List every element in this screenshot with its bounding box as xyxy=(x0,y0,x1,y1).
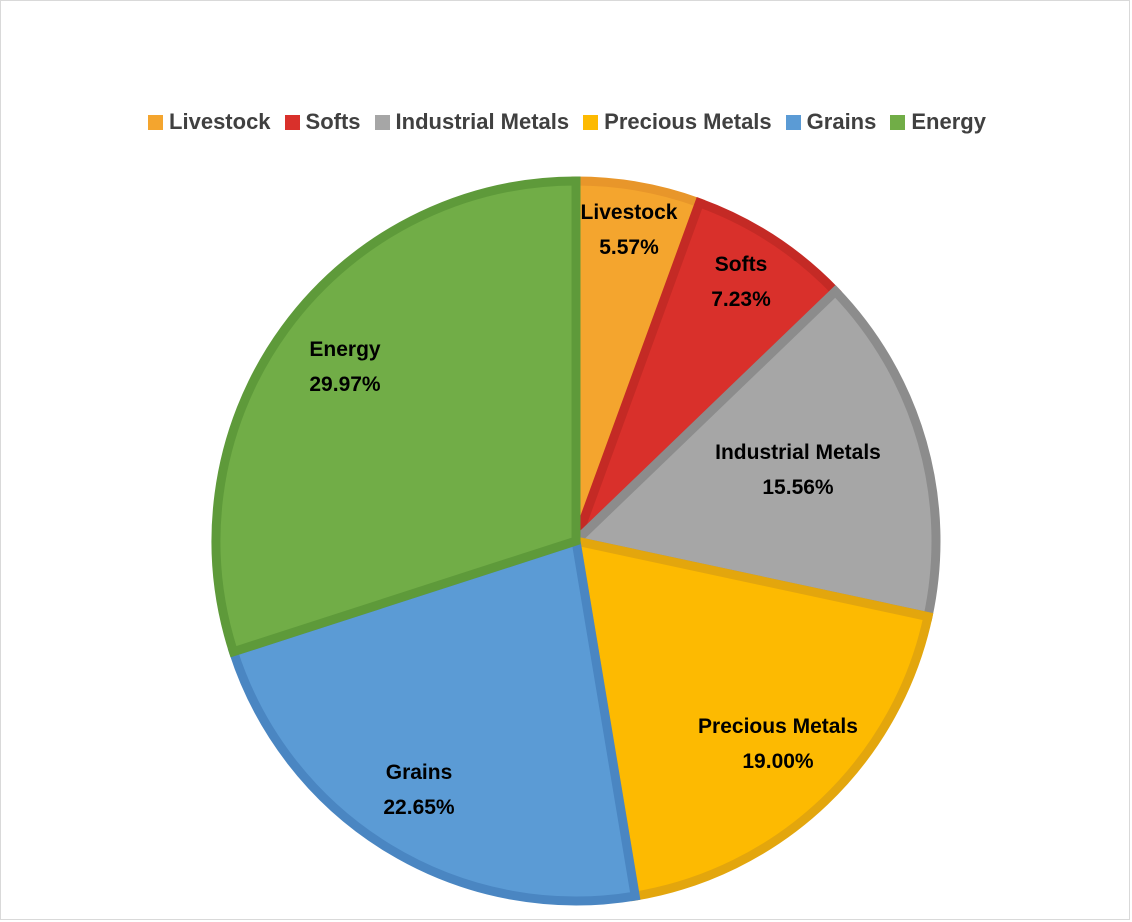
legend-label-industrial-metals: Industrial Metals xyxy=(395,109,570,134)
legend-item-industrial-metals: Industrial Metals xyxy=(374,109,570,135)
legend-item-grains: Grains xyxy=(785,109,877,135)
slice-label-grains: Grains 22.65% xyxy=(383,761,455,819)
slice-label-softs: Softs 7.23% xyxy=(711,253,771,311)
slice-label-name-livestock: Livestock xyxy=(581,201,678,224)
legend-item-softs: Softs xyxy=(284,109,361,135)
slice-label-precious-metals: Precious Metals 19.00% xyxy=(698,715,858,773)
legend-item-livestock: Livestock xyxy=(148,109,271,135)
slice-label-name-precious-metals: Precious Metals xyxy=(698,715,858,738)
slice-label-industrial-metals: Industrial Metals 15.56% xyxy=(715,441,881,499)
pie-slice-industrial-metals xyxy=(566,284,941,622)
pie-slice-softs xyxy=(571,197,842,545)
slice-label-name-industrial-metals: Industrial Metals xyxy=(715,441,881,464)
slice-label-value-energy: 29.97% xyxy=(309,373,381,396)
pie-slice-energy xyxy=(211,176,581,658)
slice-label-name-grains: Grains xyxy=(386,761,453,784)
legend-swatch-softs xyxy=(284,114,300,130)
legend-swatch-industrial-metals xyxy=(374,114,390,130)
legend-swatch-energy xyxy=(890,114,906,130)
legend-item-energy: Energy xyxy=(890,109,986,135)
pie-slice-precious-metals xyxy=(570,535,934,902)
pie-slice-grains xyxy=(227,535,641,906)
legend-swatch-grains xyxy=(785,114,801,130)
legend: Livestock Softs Industrial Metals Precio… xyxy=(1,104,1132,140)
legend-swatch-precious-metals xyxy=(583,114,599,130)
slice-label-value-precious-metals: 19.00% xyxy=(742,750,814,773)
slice-label-value-livestock: 5.57% xyxy=(599,236,659,259)
legend-label-precious-metals: Precious Metals xyxy=(604,109,772,134)
legend-label-grains: Grains xyxy=(806,109,877,134)
legend-item-precious-metals: Precious Metals xyxy=(583,109,772,135)
legend-label-softs: Softs xyxy=(305,109,361,134)
legend-label-livestock: Livestock xyxy=(169,109,271,134)
slice-label-value-softs: 7.23% xyxy=(711,288,771,311)
slice-label-livestock: Livestock 5.57% xyxy=(581,201,678,259)
legend-swatch-livestock xyxy=(148,114,164,130)
slice-label-name-softs: Softs xyxy=(715,253,768,276)
slice-label-value-grains: 22.65% xyxy=(383,796,455,819)
slice-label-name-energy: Energy xyxy=(309,338,381,361)
legend-label-energy: Energy xyxy=(911,109,986,134)
slice-label-energy: Energy 29.97% xyxy=(309,338,381,396)
slice-label-value-industrial-metals: 15.56% xyxy=(762,476,834,499)
